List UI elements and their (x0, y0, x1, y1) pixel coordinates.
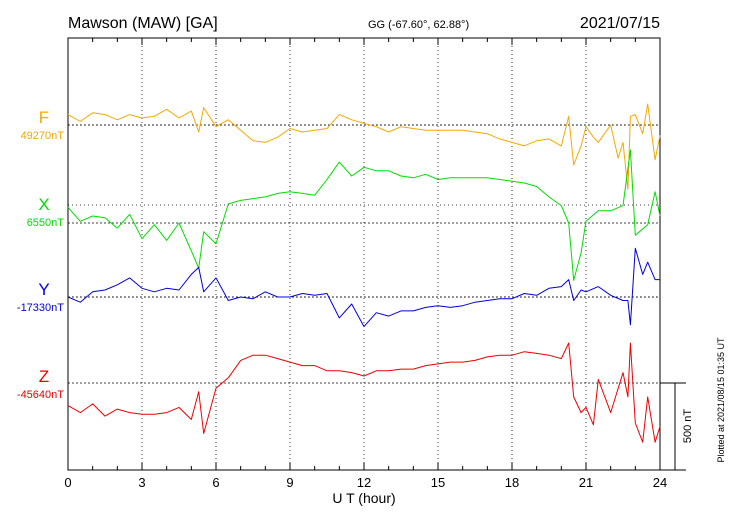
plotted-timestamp: Plotted at 2021/08/15 01:35 UT (716, 337, 726, 463)
series-line-y (67, 247, 660, 328)
series-labels: F 49270nT X 6550nT Y -17330nT Z -45640nT (17, 108, 64, 401)
x-tick-label: 3 (138, 475, 145, 490)
baselines (68, 124, 660, 384)
x-tick-label: 21 (579, 475, 593, 490)
date-label: 2021/07/15 (580, 15, 660, 32)
x-axis: 0 3 6 9 12 15 18 21 24 (64, 38, 667, 490)
scale-bar-label: 500 nT (682, 409, 694, 444)
series-name-z: Z (39, 367, 49, 386)
x-tick-label: 6 (212, 475, 219, 490)
series-baseline-y: -17330nT (17, 302, 64, 314)
x-tick-label: 0 (64, 475, 71, 490)
series-name-x: X (38, 195, 49, 214)
series-line-z (67, 342, 661, 443)
station-title: Mawson (MAW) [GA] (68, 15, 218, 32)
series-baseline-f: 49270nT (21, 130, 65, 142)
x-tick-label: 24 (653, 475, 667, 490)
series-line-x (67, 149, 661, 281)
x-tick-label: 9 (286, 475, 293, 490)
x-tick-label: 15 (431, 475, 445, 490)
x-tick-label: 12 (357, 475, 371, 490)
x-axis-label: U T (hour) (332, 490, 395, 506)
series-name-f: F (39, 108, 49, 127)
coordinates-label: GG (-67.60°, 62.88°) (368, 19, 469, 31)
series-name-y: Y (38, 280, 49, 299)
series-lines (67, 103, 661, 443)
scale-bar: 500 nT (660, 382, 694, 471)
x-tick-label: 18 (505, 475, 519, 490)
series-baseline-z: -45640nT (17, 389, 64, 401)
series-line-f (67, 103, 661, 190)
series-baseline-x: 6550nT (27, 217, 65, 229)
